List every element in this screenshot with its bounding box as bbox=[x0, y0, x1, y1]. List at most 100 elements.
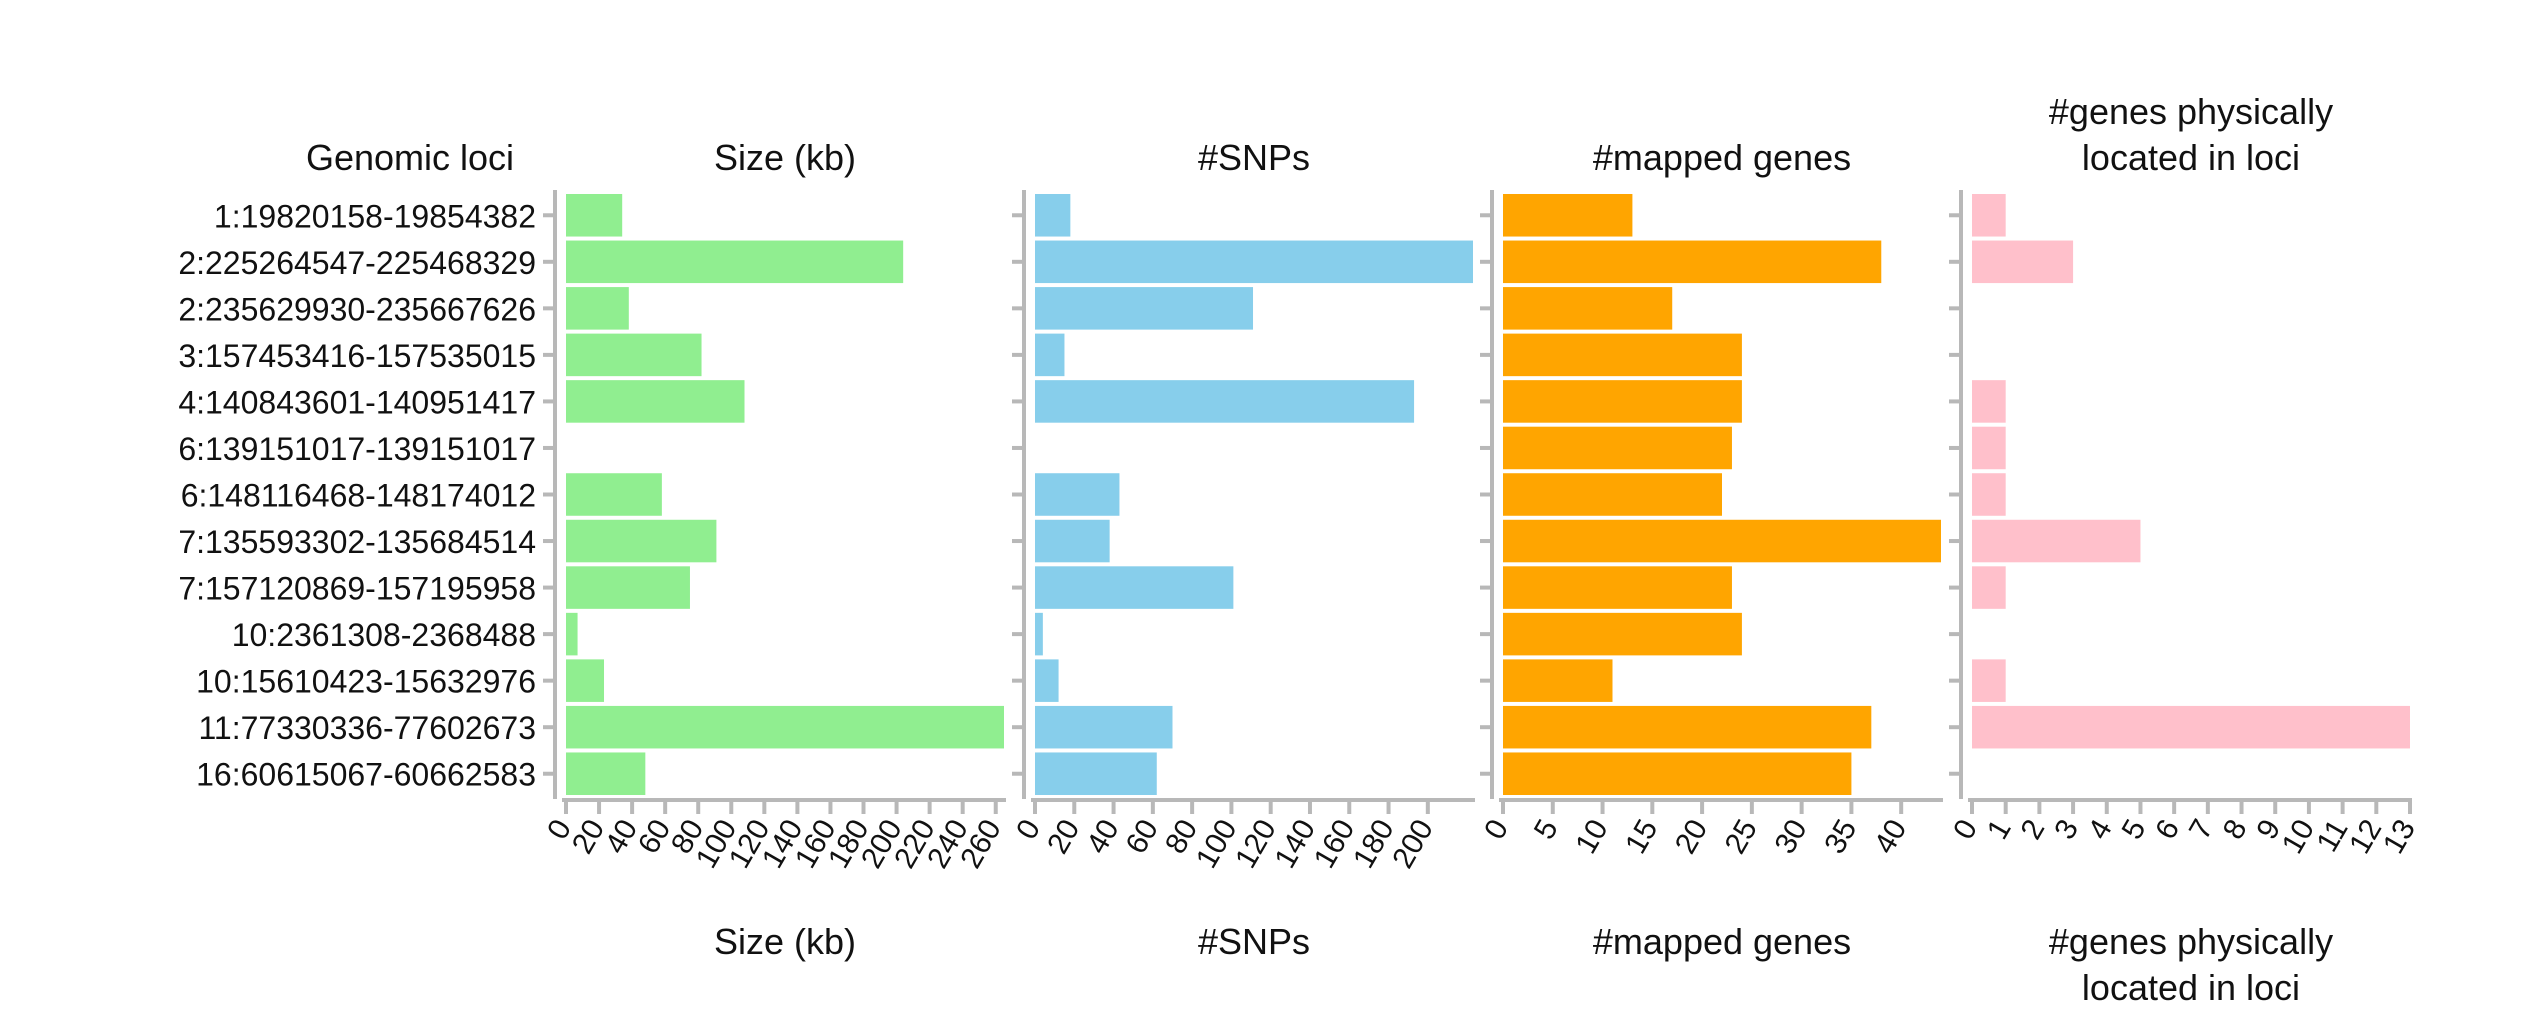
bar bbox=[1972, 380, 2006, 423]
bar bbox=[1035, 333, 1065, 377]
x-axis-label: Size (kb) bbox=[714, 921, 856, 962]
locus-label: 2:235629930-235667626 bbox=[178, 291, 536, 327]
bar bbox=[566, 287, 629, 330]
x-tick-label: 100 bbox=[1190, 814, 1244, 874]
bar bbox=[1503, 194, 1633, 237]
panel-title: Size (kb) bbox=[714, 137, 856, 178]
bar bbox=[566, 519, 717, 563]
bar bbox=[1035, 705, 1173, 749]
x-tick-label: 8 bbox=[2217, 814, 2254, 845]
bar bbox=[1035, 659, 1059, 702]
locus-label: 4:140843601-140951417 bbox=[178, 384, 536, 420]
x-axis-label: located in loci bbox=[2082, 967, 2300, 1008]
bar bbox=[566, 194, 623, 237]
bar bbox=[1972, 519, 2141, 563]
locus-label: 7:157120869-157195958 bbox=[178, 571, 536, 607]
bar bbox=[1035, 473, 1120, 516]
bar bbox=[1972, 566, 2006, 609]
panel-title: located in loci bbox=[2082, 137, 2300, 178]
bar bbox=[1035, 287, 1254, 330]
locus-label: 10:15610423-15632976 bbox=[196, 664, 536, 700]
x-tick-label: 3 bbox=[2048, 814, 2085, 845]
panel-title: #mapped genes bbox=[1593, 137, 1851, 178]
x-tick-label: 60 bbox=[1120, 814, 1165, 859]
bar bbox=[566, 752, 646, 795]
locus-label: 2:225264547-225468329 bbox=[178, 245, 536, 281]
loci-column-title: Genomic loci bbox=[306, 137, 514, 178]
bar bbox=[1035, 240, 1473, 284]
x-tick-label: 30 bbox=[1768, 814, 1813, 859]
locus-label: 11:77330336-77602673 bbox=[198, 710, 536, 746]
x-tick-label: 20 bbox=[1669, 814, 1714, 859]
bar bbox=[1503, 705, 1872, 749]
bar bbox=[1503, 426, 1732, 470]
x-tick-label: 40 bbox=[1080, 814, 1125, 859]
x-tick-label: 2 bbox=[2015, 814, 2052, 845]
bar bbox=[566, 380, 745, 423]
bar bbox=[1972, 473, 2006, 516]
locus-label: 1:19820158-19854382 bbox=[214, 198, 536, 234]
bar bbox=[566, 240, 904, 284]
locus-label: 6:148116468-148174012 bbox=[181, 478, 536, 514]
bar bbox=[1503, 752, 1852, 795]
x-tick-label: 0 bbox=[1947, 814, 1984, 845]
bar bbox=[1972, 194, 2006, 237]
bar bbox=[1503, 240, 1882, 284]
x-tick-label: 10 bbox=[1569, 814, 1614, 859]
bar bbox=[1035, 566, 1234, 609]
x-tick-label: 120 bbox=[1229, 814, 1283, 874]
bar bbox=[566, 566, 690, 609]
bar bbox=[1972, 705, 2410, 749]
panel-title: #genes physically bbox=[2049, 91, 2333, 132]
x-tick-label: 1 bbox=[1981, 814, 2018, 845]
bar bbox=[1503, 287, 1673, 330]
bar bbox=[1972, 240, 2074, 284]
bar bbox=[566, 659, 605, 702]
x-tick-label: 13 bbox=[2377, 814, 2422, 859]
x-tick-label: 6 bbox=[2149, 814, 2186, 845]
x-axis-label: #mapped genes bbox=[1593, 921, 1851, 962]
bar bbox=[1035, 519, 1110, 563]
x-tick-label: 140 bbox=[1268, 814, 1322, 874]
x-tick-label: 160 bbox=[1308, 814, 1362, 874]
x-tick-label: 40 bbox=[1868, 814, 1913, 859]
panel-title: #SNPs bbox=[1198, 137, 1310, 178]
x-tick-label: 15 bbox=[1619, 814, 1664, 859]
bar bbox=[566, 705, 1004, 749]
x-tick-label: 25 bbox=[1719, 814, 1764, 859]
bar bbox=[1503, 333, 1742, 377]
bar bbox=[1035, 752, 1157, 795]
x-tick-label: 35 bbox=[1818, 814, 1863, 859]
bar bbox=[566, 612, 578, 656]
bar bbox=[566, 473, 662, 516]
locus-label: 7:135593302-135684514 bbox=[178, 524, 536, 560]
locus-label: 10:2361308-2368488 bbox=[232, 617, 536, 653]
bar bbox=[1503, 380, 1742, 423]
x-axis-label: #SNPs bbox=[1198, 921, 1310, 962]
bar bbox=[1503, 566, 1732, 609]
bar bbox=[1503, 519, 1941, 563]
x-tick-label: 5 bbox=[1528, 814, 1565, 845]
x-tick-label: 7 bbox=[2183, 814, 2220, 845]
x-tick-label: 200 bbox=[1386, 814, 1440, 874]
x-tick-label: 180 bbox=[1347, 814, 1401, 874]
x-axis-label: #genes physically bbox=[2049, 921, 2333, 962]
locus-label: 16:60615067-60662583 bbox=[196, 757, 536, 793]
locus-label: 3:157453416-157535015 bbox=[178, 338, 536, 374]
bar bbox=[1035, 612, 1043, 656]
x-tick-label: 20 bbox=[1041, 814, 1086, 859]
bar bbox=[1503, 659, 1613, 702]
bar bbox=[1972, 659, 2006, 702]
x-tick-label: 260 bbox=[954, 814, 1008, 874]
bar bbox=[1503, 473, 1722, 516]
x-tick-label: 0 bbox=[1478, 814, 1515, 845]
bar bbox=[1972, 426, 2006, 470]
bar bbox=[1503, 612, 1742, 656]
bar bbox=[1035, 194, 1071, 237]
locus-label: 6:139151017-139151017 bbox=[178, 431, 536, 467]
bar bbox=[1035, 380, 1415, 423]
bar bbox=[566, 333, 702, 377]
x-tick-label: 5 bbox=[2116, 814, 2153, 845]
